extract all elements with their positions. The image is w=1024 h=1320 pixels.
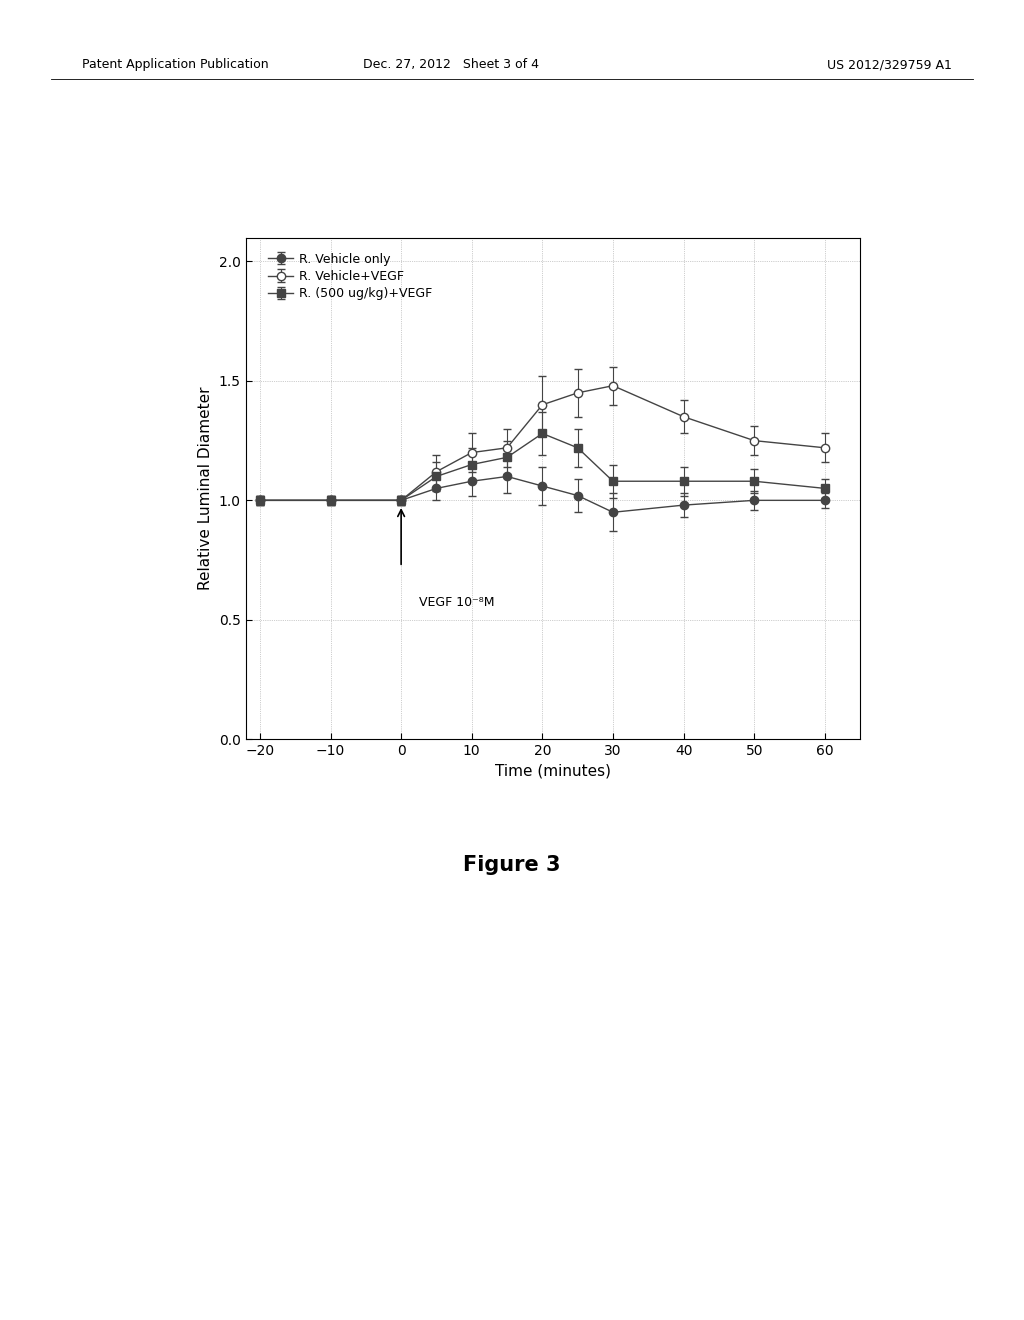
Text: Dec. 27, 2012   Sheet 3 of 4: Dec. 27, 2012 Sheet 3 of 4 [362,58,539,71]
X-axis label: Time (minutes): Time (minutes) [495,763,611,779]
Text: Figure 3: Figure 3 [463,854,561,875]
Text: VEGF 10⁻⁸M: VEGF 10⁻⁸M [419,595,495,609]
Legend: R. Vehicle only, R. Vehicle+VEGF, R. (500 ug/kg)+VEGF: R. Vehicle only, R. Vehicle+VEGF, R. (50… [264,249,436,304]
Y-axis label: Relative Luminal Diameter: Relative Luminal Diameter [199,387,213,590]
Text: US 2012/329759 A1: US 2012/329759 A1 [827,58,952,71]
Text: Patent Application Publication: Patent Application Publication [82,58,268,71]
